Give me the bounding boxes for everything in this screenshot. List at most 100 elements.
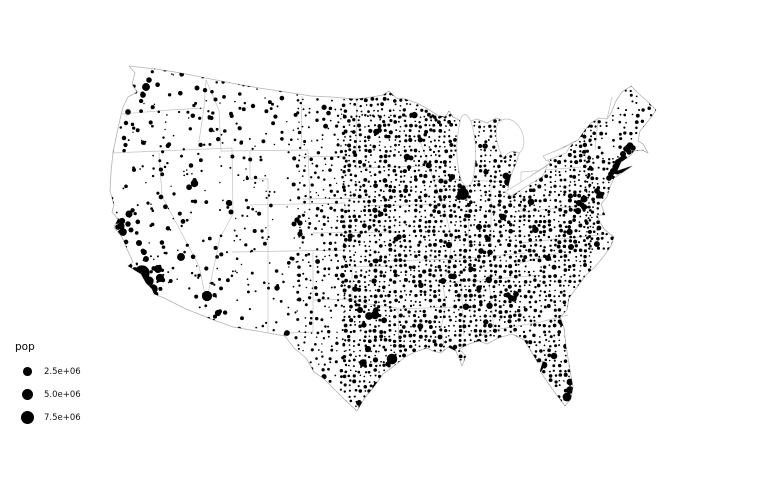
county-dot xyxy=(575,255,578,258)
county-dot xyxy=(592,158,594,160)
county-dot xyxy=(368,195,371,198)
county-dot xyxy=(650,211,654,215)
county-dot xyxy=(370,97,375,101)
county-dot xyxy=(562,133,566,136)
county-dot xyxy=(519,400,522,402)
county-dot xyxy=(213,283,216,286)
county-dot xyxy=(607,241,609,244)
county-dot xyxy=(377,109,379,112)
county-dot xyxy=(410,186,413,188)
county-dot xyxy=(358,188,362,192)
county-dot xyxy=(625,121,627,124)
county-dot xyxy=(500,410,502,411)
county-dot xyxy=(388,379,390,382)
county-dot xyxy=(352,193,356,197)
county-dot xyxy=(646,231,650,236)
county-dot xyxy=(226,205,230,209)
county-dot xyxy=(349,255,352,259)
county-dot xyxy=(584,399,587,402)
county-dot xyxy=(508,228,514,234)
county-dot xyxy=(148,120,153,125)
county-dot xyxy=(413,319,417,323)
county-dot xyxy=(497,193,502,198)
county-dot xyxy=(530,414,532,416)
county-dot xyxy=(607,161,611,165)
county-dot xyxy=(589,251,592,254)
county-dot xyxy=(533,148,537,152)
county-dot xyxy=(610,90,613,93)
county-dot xyxy=(330,164,333,167)
county-dot xyxy=(367,199,371,204)
county-dot xyxy=(439,316,442,319)
county-dot xyxy=(271,218,274,221)
county-dot xyxy=(354,370,357,373)
county-dot xyxy=(408,344,413,349)
county-dot xyxy=(367,389,371,393)
county-dot xyxy=(447,393,451,397)
county-dot xyxy=(483,319,489,325)
county-dot xyxy=(188,287,191,290)
county-dot xyxy=(460,288,463,292)
county-dot xyxy=(245,168,247,170)
county-dot xyxy=(432,123,436,127)
county-dot xyxy=(256,74,259,76)
county-dot xyxy=(399,244,403,248)
county-dot xyxy=(625,181,629,185)
county-dot xyxy=(119,299,121,302)
county-dot xyxy=(322,215,326,219)
county-dot xyxy=(548,399,551,402)
county-dot xyxy=(378,414,381,417)
county-dot xyxy=(364,244,367,247)
county-dot xyxy=(459,102,463,106)
county-dot xyxy=(202,143,206,147)
county-dot xyxy=(344,149,348,153)
legend-key-3 xyxy=(14,410,41,425)
county-dot xyxy=(519,200,523,204)
county-dot xyxy=(585,149,589,153)
county-dot xyxy=(658,178,660,180)
county-dot xyxy=(477,134,480,137)
county-dot xyxy=(108,280,109,281)
county-dot xyxy=(348,298,353,303)
county-dot xyxy=(368,274,370,277)
county-dot xyxy=(592,206,594,208)
county-dot xyxy=(552,369,555,372)
county-dot xyxy=(341,328,344,332)
county-dot xyxy=(202,88,208,93)
county-dot xyxy=(438,373,443,377)
county-dot xyxy=(629,93,633,97)
county-dot xyxy=(524,150,527,153)
county-dot xyxy=(398,320,401,324)
county-dot xyxy=(466,202,471,207)
county-dot xyxy=(343,237,348,242)
county-dot xyxy=(621,221,625,224)
county-dot xyxy=(428,203,432,207)
county-dot xyxy=(265,132,268,135)
county-dot xyxy=(422,400,426,403)
county-dot xyxy=(334,398,339,403)
county-dot xyxy=(308,208,311,211)
city-dot xyxy=(123,239,129,245)
county-dot xyxy=(588,219,592,222)
county-dot xyxy=(236,299,239,302)
county-dot xyxy=(321,279,324,282)
county-dot xyxy=(601,159,606,164)
county-dot xyxy=(344,339,347,342)
county-dot xyxy=(352,379,357,384)
county-dot xyxy=(503,115,506,117)
county-dot xyxy=(542,265,547,269)
county-dot xyxy=(240,263,243,266)
county-dot xyxy=(315,164,319,168)
county-dot xyxy=(568,207,573,212)
county-dot xyxy=(219,252,224,257)
county-dot xyxy=(429,254,432,257)
county-dot xyxy=(518,240,523,244)
county-dot xyxy=(596,201,600,205)
county-dot xyxy=(563,159,567,163)
county-dot xyxy=(509,310,512,313)
county-dot xyxy=(352,234,355,237)
county-dot xyxy=(317,401,320,404)
county-dot xyxy=(393,273,398,278)
county-dot xyxy=(578,299,582,303)
county-dot xyxy=(537,258,542,263)
